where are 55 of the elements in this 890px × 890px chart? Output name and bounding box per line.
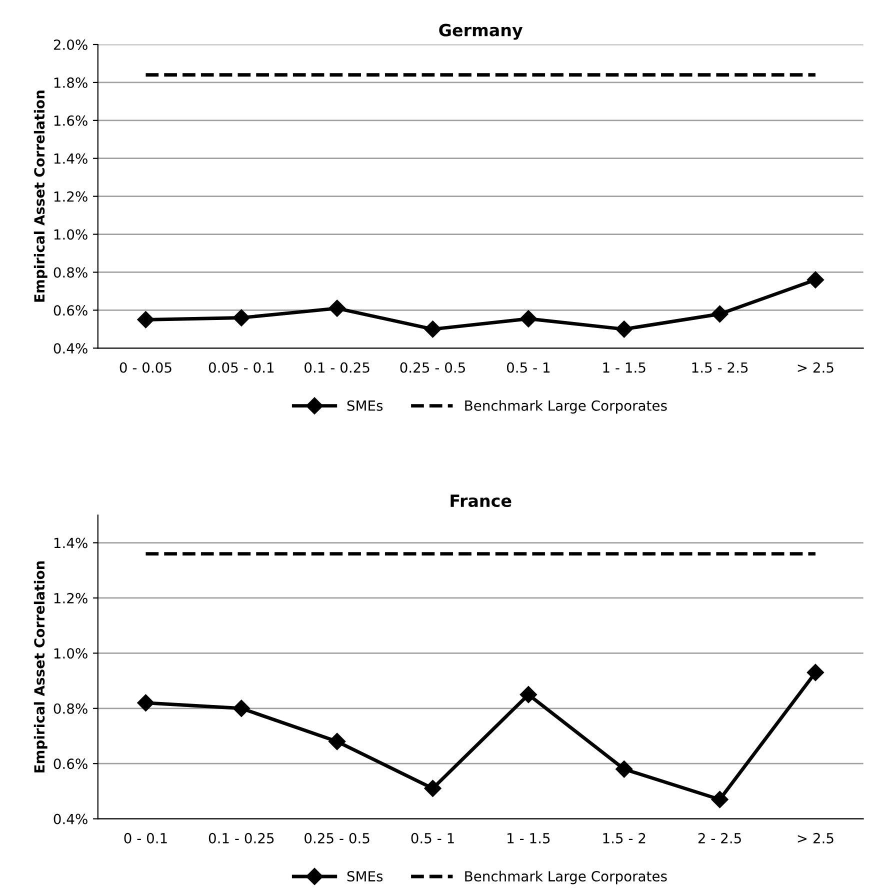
point: [328, 300, 346, 317]
point: [328, 732, 346, 750]
y-tick-label: 0.6%: [54, 758, 88, 770]
point: [520, 686, 537, 704]
x-tick-label: 0.5 - 1: [506, 362, 550, 373]
x-tick-label: 2 - 2.5: [698, 832, 741, 844]
y-tick-label: 2.0%: [54, 39, 88, 50]
point: [424, 320, 442, 338]
chart-title: Germany: [439, 24, 523, 40]
x-tick-label: 0.1 - 0.25: [208, 832, 274, 844]
x-tick-label: 1 - 1.5: [603, 362, 646, 373]
x-tick-label: 0.05 - 0.1: [208, 362, 274, 373]
x-tick-label: 0.1 - 0.25: [304, 362, 370, 373]
point: [424, 780, 442, 797]
point: [711, 790, 728, 808]
point: [806, 664, 824, 682]
x-tick-label: 0 - 0.1: [124, 832, 167, 844]
x-tick-label: > 2.5: [798, 832, 834, 844]
x-tick-label: 1.5 - 2: [603, 832, 646, 844]
point: [616, 320, 633, 338]
legend-label: SMEs: [347, 871, 383, 882]
y-tick-label: 1.2%: [54, 592, 88, 604]
y-tick-label: 1.4%: [54, 538, 88, 548]
y-tick-label: 1.0%: [54, 648, 88, 659]
x-tick-label: 1.5 - 2.5: [692, 362, 748, 373]
legend-label: Benchmark Large Corporates: [465, 870, 667, 884]
y-axis-title: Empirical Asset Correlation: [34, 90, 48, 302]
legend-label: Benchmark Large Corporates: [465, 400, 667, 414]
point: [137, 694, 154, 712]
y-tick-label: 0.4%: [54, 343, 88, 354]
x-tick-label: 0.25 - 0.5: [400, 362, 465, 373]
x-tick-label: 0.5 - 1: [411, 832, 454, 844]
y-tick-label: 1.4%: [54, 153, 88, 164]
point: [520, 310, 537, 328]
y-tick-label: 1.8%: [54, 77, 88, 88]
y-axis-title: Empirical Asset Correlation: [34, 561, 48, 772]
x-tick-label: 0.25 - 0.5: [304, 832, 370, 844]
y-tick-label: 1.0%: [54, 229, 88, 240]
y-tick-label: 1.2%: [54, 191, 88, 202]
y-tick-label: 0.8%: [54, 703, 88, 714]
x-tick-label: 0 - 0.05: [120, 362, 172, 373]
y-tick-label: 0.4%: [54, 814, 88, 824]
point: [711, 305, 728, 323]
point: [232, 700, 250, 717]
x-tick-label: > 2.5: [798, 362, 834, 373]
point: [232, 309, 250, 326]
point: [806, 271, 824, 288]
x-tick-label: 1 - 1.5: [508, 833, 550, 844]
y-tick-label: 1.6%: [54, 115, 88, 126]
point: [616, 760, 633, 778]
point: [137, 311, 154, 328]
y-tick-label: 0.6%: [54, 305, 88, 316]
y-tick-label: 0.8%: [54, 267, 88, 278]
chart-title: France: [450, 494, 512, 508]
legend-label: SMEs: [347, 400, 383, 411]
